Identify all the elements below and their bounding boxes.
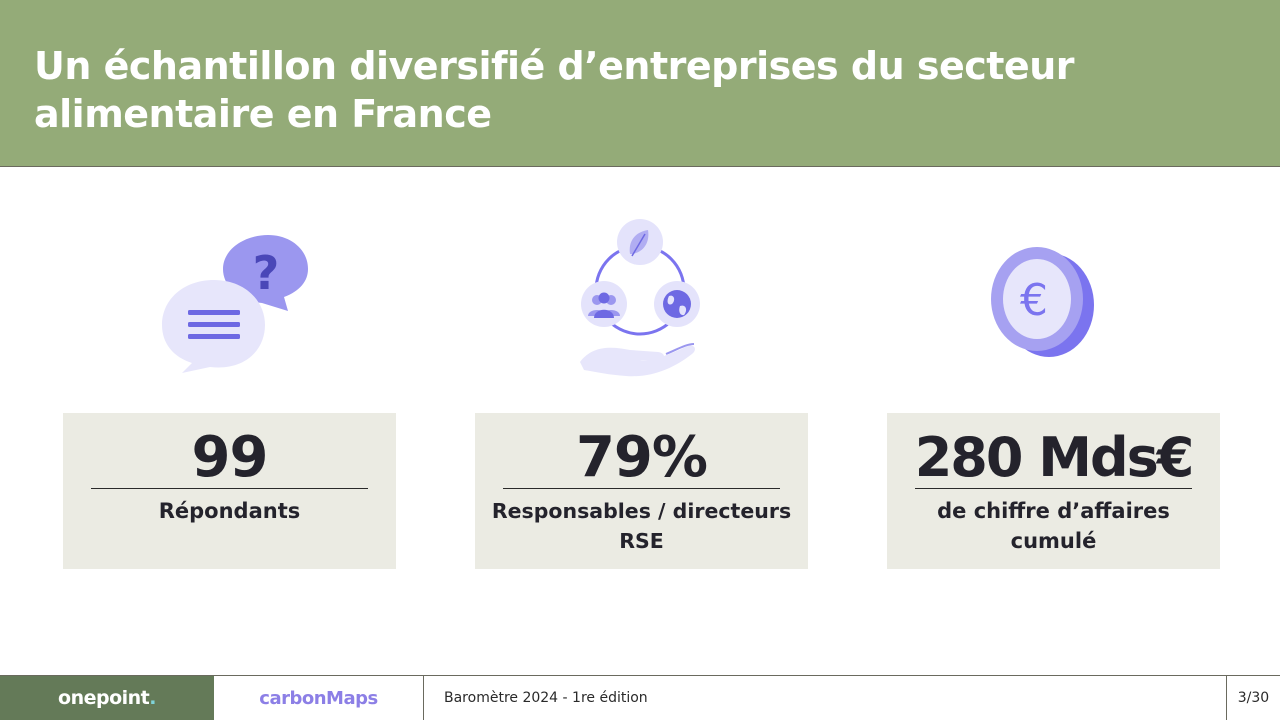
onepoint-logo-dot: . bbox=[149, 687, 156, 709]
stat-label: Répondants bbox=[158, 499, 301, 523]
divider bbox=[503, 488, 780, 489]
svg-text:?: ? bbox=[253, 246, 280, 300]
stat-card-respondents: 99 Répondants bbox=[63, 413, 396, 569]
slide-footer: onepoint. carbonMaps Baromètre 2024 - 1r… bbox=[0, 675, 1280, 720]
carbonmaps-logo: carbonMaps bbox=[214, 676, 424, 720]
page-number: 3/30 bbox=[1237, 690, 1270, 706]
stat-value: 79% bbox=[575, 425, 708, 490]
euro-coin-icon: € bbox=[991, 247, 1094, 357]
sustainability-cycle-hand-icon bbox=[580, 219, 700, 377]
speech-bubbles-question-icon: ? bbox=[162, 235, 308, 373]
onepoint-logo: onepoint. bbox=[0, 676, 214, 720]
stat-label: Responsables / directeurs RSE bbox=[491, 499, 792, 553]
stat-value: 280 Mds€ bbox=[914, 426, 1195, 489]
footer-divider bbox=[1226, 676, 1227, 720]
svg-text:€: € bbox=[1020, 275, 1048, 326]
stat-card-rse: 79% Responsables / directeurs RSE bbox=[475, 413, 808, 569]
document-title: Baromètre 2024 - 1re édition bbox=[444, 690, 648, 706]
stat-value: 99 bbox=[191, 425, 269, 490]
divider bbox=[915, 488, 1192, 489]
onepoint-logo-text: onepoint bbox=[58, 687, 150, 709]
divider bbox=[91, 488, 368, 489]
stat-card-revenue: 280 Mds€ de chiffre d’affaires cumulé bbox=[887, 413, 1220, 569]
slide-header: Un échantillon diversifié d’entreprises … bbox=[0, 0, 1280, 167]
stat-label: de chiffre d’affaires cumulé bbox=[937, 499, 1170, 553]
slide-title: Un échantillon diversifié d’entreprises … bbox=[34, 44, 1075, 136]
